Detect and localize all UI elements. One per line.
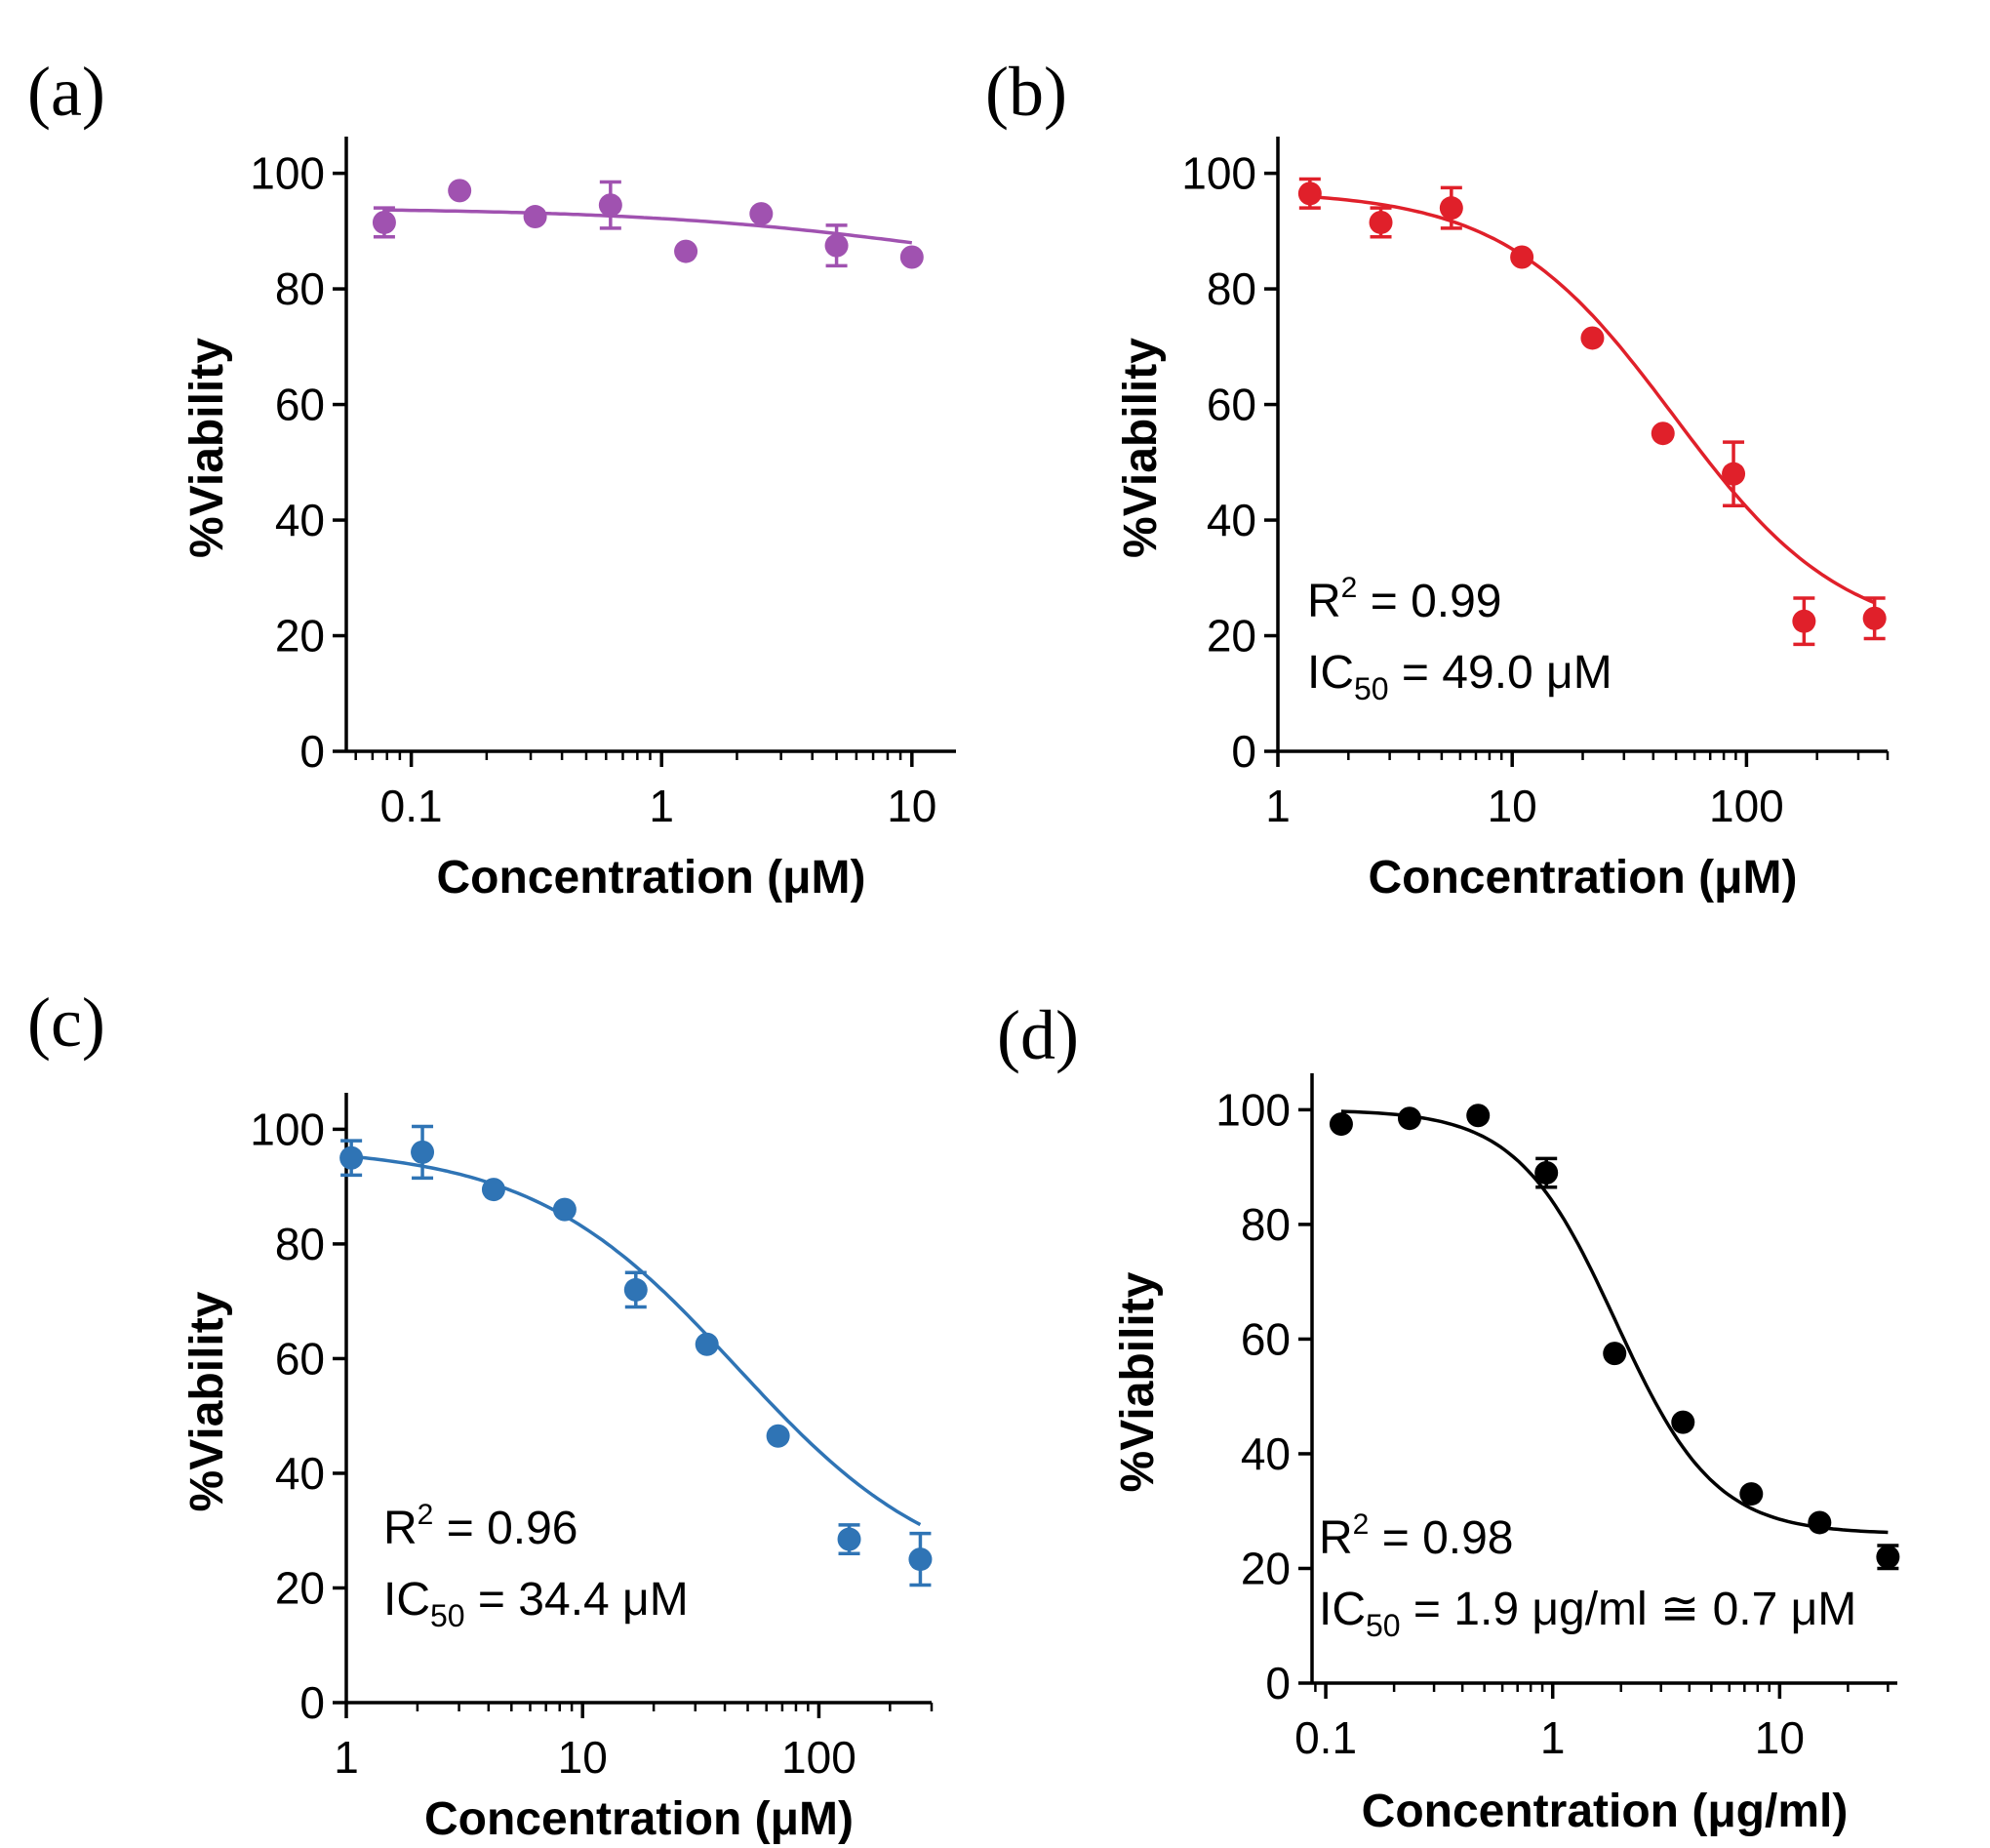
ic50-label: IC50 = 34.4 μM: [383, 1574, 689, 1633]
y-tick-label: 20: [1241, 1543, 1291, 1593]
x-axis-title: Concentration (μM): [437, 852, 866, 904]
y-tick-label: 100: [250, 148, 325, 199]
panel-label: (c): [27, 984, 105, 1062]
panel-d: (d) 0 20 40 60 80 100 0.1 1 10 Concentration (μg/m…: [997, 996, 1900, 1837]
data-point: [552, 1197, 577, 1222]
fit-curve: [383, 208, 913, 245]
data-point: [1671, 1410, 1695, 1434]
r-squared-label: R2 = 0.98: [1319, 1508, 1513, 1564]
ic50-label: IC50 = 49.0 μM: [1307, 647, 1612, 706]
data-point: [674, 239, 698, 263]
data-point: [481, 1178, 505, 1202]
y-tick-label: 80: [275, 1219, 325, 1269]
x-tick-label: 0.1: [1294, 1712, 1357, 1763]
y-axis-title: %Viability: [181, 1291, 233, 1511]
y-tick-label: 40: [1207, 495, 1256, 545]
y-tick-label: 0: [1265, 1658, 1291, 1708]
data-point: [448, 179, 472, 203]
data-point: [1329, 1112, 1353, 1137]
data-point: [1792, 609, 1816, 633]
x-tick-label: 0.1: [380, 781, 443, 831]
y-tick-label: 60: [275, 1333, 325, 1384]
fit-curve: [1309, 194, 1876, 605]
panel-label: (a): [27, 53, 105, 131]
x-tick-label: 100: [781, 1732, 856, 1783]
data-point: [1580, 326, 1605, 350]
panel-label: (d): [997, 996, 1079, 1074]
y-axis-title: %Viability: [1112, 1271, 1164, 1492]
data-point: [1808, 1510, 1832, 1535]
data-point: [824, 233, 849, 258]
data-point: [1722, 462, 1746, 486]
y-axis-title: %Viability: [181, 338, 233, 558]
data-point: [1651, 422, 1675, 446]
y-tick-label: 40: [1241, 1428, 1291, 1479]
data-point: [1369, 210, 1393, 234]
data-point: [1603, 1342, 1627, 1366]
y-tick-label: 80: [275, 263, 325, 314]
y-axis-title: %Viability: [1115, 338, 1167, 558]
data-point: [908, 1547, 933, 1572]
data-point: [598, 193, 622, 218]
y-tick-label: 80: [1241, 1199, 1291, 1250]
y-tick-label: 0: [299, 1677, 325, 1728]
data-point: [372, 210, 396, 234]
y-tick-label: 40: [275, 495, 325, 545]
data-point: [837, 1527, 861, 1551]
y-tick-label: 0: [299, 726, 325, 777]
y-tick-label: 20: [1207, 611, 1256, 662]
y-tick-label: 20: [275, 1562, 325, 1613]
y-tick-label: 100: [1181, 148, 1256, 199]
x-tick-label: 10: [887, 781, 936, 831]
data-point: [1739, 1482, 1764, 1507]
data-point: [523, 205, 547, 229]
y-tick-label: 40: [275, 1448, 325, 1499]
r-squared-label: R2 = 0.99: [1307, 572, 1501, 627]
panel-c: (c) 0 20 40 60 80 100 1 10 100 Concentration (μM)%…: [27, 984, 934, 1845]
data-point: [1439, 196, 1463, 221]
r-squared-label: R2 = 0.96: [383, 1499, 577, 1554]
data-point: [1466, 1104, 1491, 1128]
data-point: [695, 1332, 719, 1356]
panel-b: (b) 0 20 40 60 80 100 1 10 100 Concentration (μM)%…: [985, 53, 1890, 904]
data-point: [1862, 606, 1887, 630]
data-point: [1510, 245, 1534, 269]
data-point: [1534, 1161, 1559, 1185]
x-axis-title: Concentration (μM): [1369, 852, 1798, 904]
x-tick-label: 100: [1709, 781, 1784, 831]
y-tick-label: 100: [250, 1104, 325, 1154]
data-point: [766, 1424, 790, 1448]
x-tick-label: 10: [1755, 1712, 1805, 1763]
y-tick-label: 60: [1241, 1313, 1291, 1364]
data-point: [899, 245, 924, 269]
data-point: [1397, 1106, 1421, 1131]
x-tick-label: 1: [1265, 781, 1291, 831]
data-point: [749, 202, 774, 226]
fit-curve: [350, 1154, 922, 1527]
x-tick-label: 1: [649, 781, 674, 831]
ic50-label: IC50 = 1.9 μg/ml ≅ 0.7 μM: [1319, 1584, 1856, 1643]
x-axis-title: Concentration (μg/ml): [1362, 1786, 1849, 1837]
panel-label: (b): [985, 53, 1067, 131]
y-tick-label: 0: [1231, 726, 1256, 777]
data-point: [339, 1145, 364, 1170]
data-point: [623, 1277, 648, 1302]
fit-curve: [1340, 1109, 1889, 1535]
x-tick-label: 10: [558, 1732, 608, 1783]
panel-a: (a) 0 20 40 60 80 100 0.1 1 10 Concentration (μM)%…: [27, 53, 956, 904]
y-tick-label: 60: [1207, 380, 1256, 430]
x-tick-label: 1: [1540, 1712, 1566, 1763]
y-tick-label: 100: [1215, 1084, 1291, 1135]
y-tick-label: 80: [1207, 263, 1256, 314]
x-axis-title: Concentration (μM): [424, 1793, 854, 1845]
x-tick-label: 1: [334, 1732, 359, 1783]
x-tick-label: 10: [1488, 781, 1537, 831]
data-point: [1876, 1545, 1900, 1569]
data-point: [411, 1140, 435, 1164]
data-point: [1297, 181, 1322, 206]
y-tick-label: 20: [275, 611, 325, 662]
y-tick-label: 60: [275, 380, 325, 430]
